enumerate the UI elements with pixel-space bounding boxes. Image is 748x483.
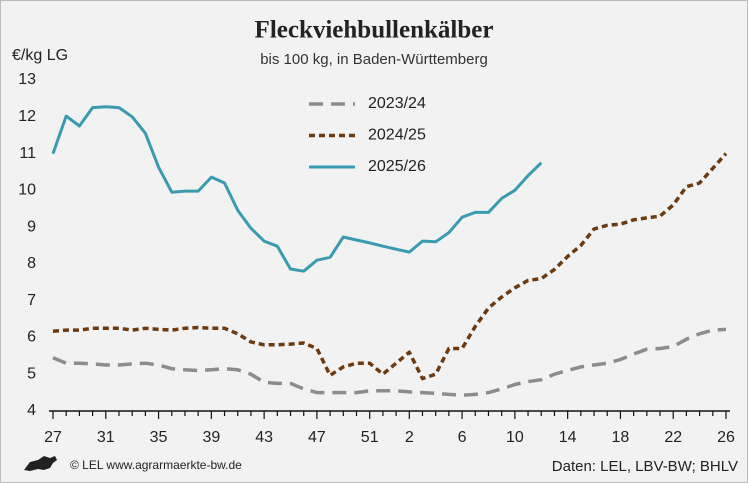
x-tick-label: 31 — [97, 429, 115, 446]
y-tick-label: 11 — [19, 145, 36, 162]
x-tick-label: 2 — [405, 429, 414, 446]
x-tick-label: 22 — [664, 429, 682, 446]
series-line — [51, 105, 543, 273]
legend-label: 2025/26 — [368, 158, 426, 175]
chart-title: Fleckviehbullenkälber — [255, 17, 494, 44]
x-tick-label: 27 — [44, 429, 62, 446]
y-tick-label: 13 — [18, 71, 36, 88]
x-tick-label: 47 — [308, 429, 326, 446]
x-tick-label: 39 — [202, 429, 220, 446]
footer-source: Daten: LEL, LBV-BW; BHLV — [552, 458, 738, 475]
legend-label: 2023/24 — [368, 95, 426, 112]
y-tick-label: 7 — [27, 292, 36, 309]
y-tick-label: 9 — [27, 218, 36, 235]
y-tick-label: 8 — [27, 255, 36, 272]
x-tick-label: 14 — [559, 429, 577, 446]
y-tick-label: 12 — [18, 108, 36, 125]
series-line — [52, 327, 727, 397]
chart-subtitle: bis 100 kg, in Baden-Württemberg — [260, 51, 488, 68]
x-tick-label: 10 — [506, 429, 524, 446]
logo — [24, 456, 57, 471]
x-tick-label: 18 — [612, 429, 630, 446]
legend-label: 2024/25 — [368, 127, 426, 144]
footer-credit: © LEL www.agrarmaerkte-bw.de — [70, 458, 242, 472]
y-axis-label: €/kg LG — [12, 47, 68, 64]
x-tick-label: 26 — [717, 429, 735, 446]
x-tick-label: 6 — [458, 429, 467, 446]
y-tick-label: 4 — [27, 402, 36, 419]
y-tick-label: 6 — [27, 329, 36, 346]
x-tick-label: 51 — [361, 429, 379, 446]
y-tick-label: 5 — [27, 365, 36, 382]
x-tick-label: 43 — [255, 429, 273, 446]
series-line — [52, 152, 728, 381]
y-tick-label: 10 — [18, 182, 36, 199]
x-tick-label: 35 — [150, 429, 168, 446]
